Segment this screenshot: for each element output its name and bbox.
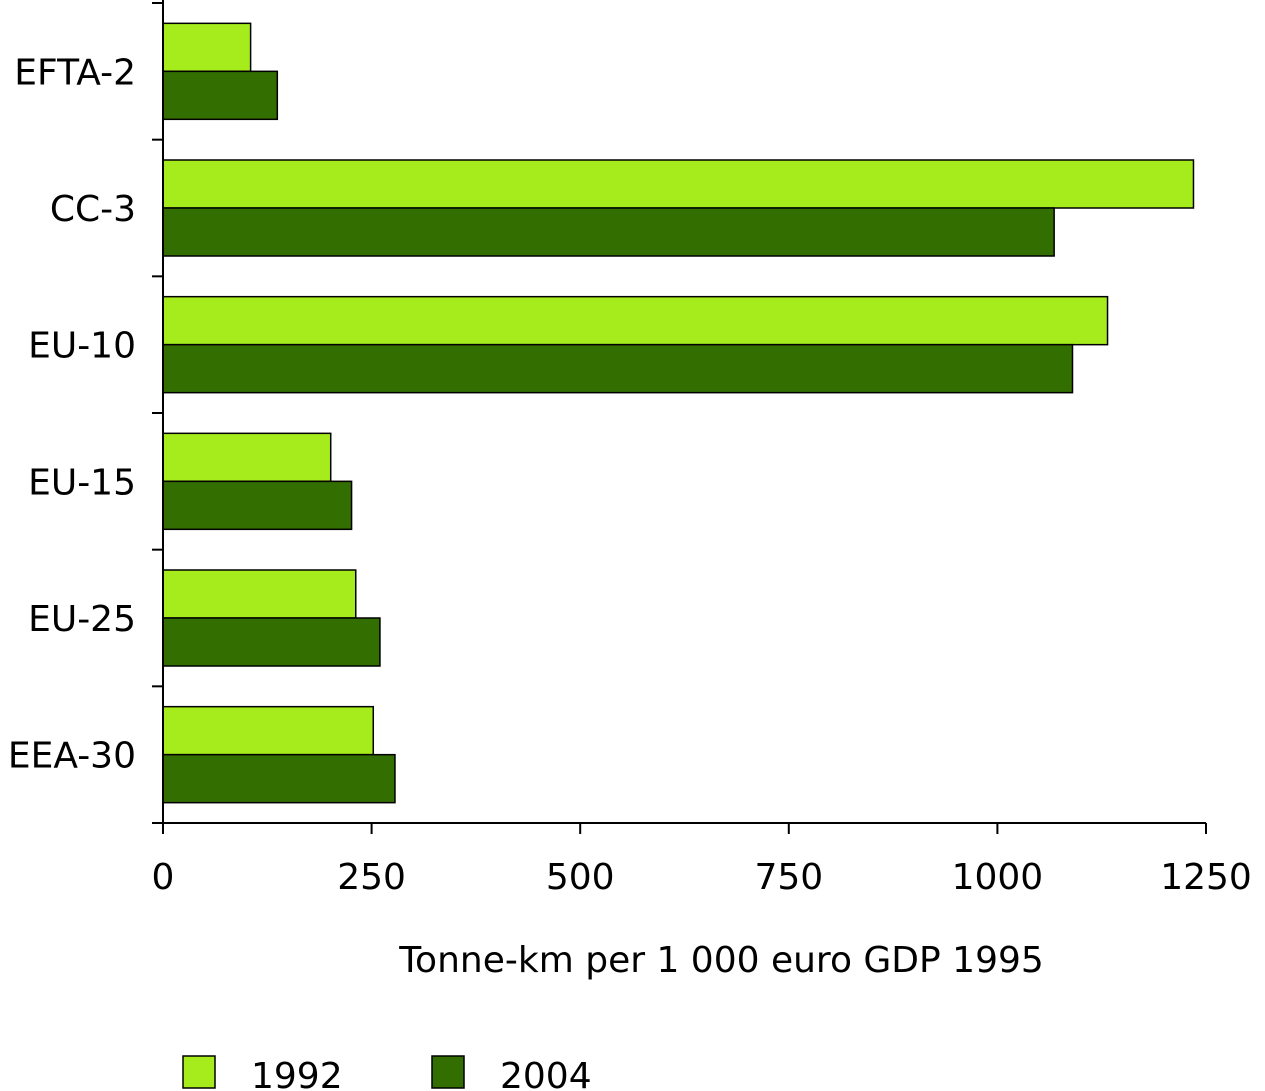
bar-efta-2-2004 [162,70,279,121]
x-tick-label-250: 250 [337,857,406,898]
bar-eu-25-2004 [162,617,381,667]
bar-eea-30-2004 [162,753,396,804]
bar-eu-25-1992 [162,569,357,619]
legend-swatch-1992 [182,1055,216,1089]
x-tick-label-1250: 1250 [1160,857,1252,898]
legend-swatch-2004 [431,1055,465,1089]
bars-layer [162,22,1195,804]
category-label-eu-25: EU-25 [28,599,136,640]
category-label-eu-10: EU-10 [28,326,136,367]
legend-label-1992: 1992 [251,1056,343,1091]
ticks-layer [152,2,1207,834]
x-axis-label: Tonne-km per 1 000 euro GDP 1995 [398,940,1044,981]
category-label-eu-15: EU-15 [28,462,136,503]
category-label-efta-2: EFTA-2 [14,52,136,93]
category-label-cc-3: CC-3 [50,189,136,230]
bar-eu-10-1992 [162,295,1109,346]
x-tick-label-1000: 1000 [952,857,1044,898]
bar-eu-15-1992 [162,432,332,483]
legend-label-2004: 2004 [500,1056,592,1091]
bar-eu-15-2004 [162,480,353,531]
bar-eu-10-2004 [162,343,1074,394]
bar-cc-3-2004 [162,207,1055,257]
axes [162,0,1206,824]
bar-eea-30-1992 [162,705,375,756]
category-label-eea-30: EEA-30 [8,736,136,777]
legend: 1992 2004 [182,1055,592,1091]
bar-cc-3-1992 [162,159,1195,209]
x-tick-label-500: 500 [546,857,615,898]
x-tick-label-0: 0 [152,857,175,898]
x-tick-label-750: 750 [754,857,823,898]
bar-efta-2-1992 [162,22,252,73]
labels-layer: EFTA-2 CC-3 EU-10 EU-15 EU-25 EEA-30 0 250 500 75… [8,52,1252,898]
